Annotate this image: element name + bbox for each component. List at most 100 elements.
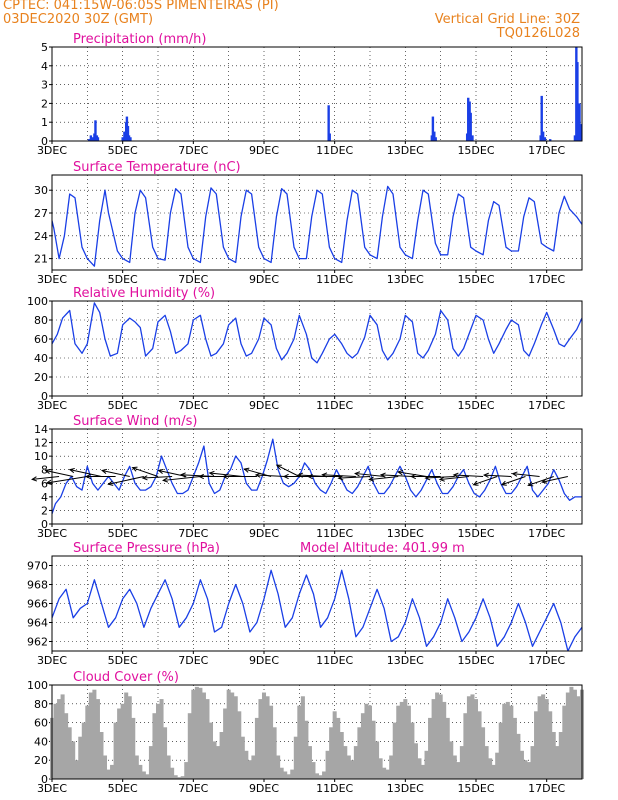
cloud-bar (279, 767, 284, 779)
temperature-xtick-label: 3DEC (37, 273, 67, 286)
cloud-bar (410, 722, 415, 779)
wind-vector-head (438, 476, 445, 482)
cloud-plot-area (52, 685, 582, 779)
cloud-bar (428, 717, 433, 779)
cloud-bar (138, 764, 143, 779)
temperature-xtick-label: 13DEC (387, 273, 424, 286)
cloud-bar (208, 722, 214, 779)
cloud-bar (343, 746, 348, 779)
precipitation-bar (580, 133, 583, 141)
cloud-bar (311, 762, 316, 779)
humidity-ytick-label: 80 (34, 314, 48, 327)
cloud-bar (526, 762, 532, 779)
wind-vector-head (321, 472, 328, 478)
cloud-bar (473, 699, 479, 779)
precipitation-bar (96, 137, 100, 141)
pressure-xtick-label: 11DEC (316, 654, 353, 667)
humidity-xtick-label: 7DEC (178, 399, 208, 412)
wind-vector (45, 469, 74, 477)
cloud-bar (148, 746, 153, 779)
cloud-bar (512, 717, 517, 779)
cloud-bar (442, 701, 447, 779)
pressure-series-line (52, 569, 582, 651)
temperature-ytick-label: 24 (34, 230, 48, 243)
temperature-ytick-label: 27 (34, 207, 48, 220)
cloud-title: Cloud Cover (%) (73, 670, 179, 685)
wind-vector (398, 471, 427, 477)
cloud-bar (382, 767, 387, 779)
cloud-bar (117, 708, 122, 779)
cloud-bar (378, 758, 383, 779)
wind-vector-head (368, 476, 375, 482)
humidity-ytick-label: 40 (34, 352, 48, 365)
precipitation-ytick-label: 0 (41, 135, 48, 148)
wind-vector (369, 476, 399, 481)
wind-vector-head (410, 473, 416, 480)
cloud-bar (555, 746, 560, 779)
wind-vector (163, 476, 201, 481)
cloud-bar (498, 722, 503, 779)
cloud-bar (269, 705, 274, 779)
wind-vector (142, 476, 173, 479)
wind-vector (484, 474, 512, 477)
wind-vector (473, 476, 498, 486)
cloud-bar (81, 722, 86, 779)
cloud-bar (452, 755, 457, 779)
cloud-bar (155, 703, 161, 779)
cloud-bar (481, 727, 486, 779)
cloud-bar (413, 743, 418, 779)
cloud-xtick-label: 13DEC (387, 782, 424, 795)
wind-vector (32, 476, 60, 480)
cloud-xtick-label: 11DEC (316, 782, 353, 795)
humidity-xtick-label: 9DEC (249, 399, 279, 412)
cloud-bar (293, 736, 298, 779)
precipitation-ytick-label: 3 (41, 79, 48, 92)
cloud-bar (463, 713, 468, 779)
wind-vector (380, 474, 413, 477)
cloud-bar (226, 689, 231, 779)
cloud-bar (572, 689, 577, 779)
precipitation-bar (87, 139, 91, 141)
cloud-bar (322, 771, 327, 779)
wind-vector-head (297, 472, 304, 478)
wind-vector (528, 476, 554, 486)
wind-frame (51, 428, 583, 525)
wind-vector-head (44, 468, 51, 474)
cloud-bar (159, 699, 164, 779)
cloud-bar (424, 750, 429, 779)
cloud-ytick-label: 20 (34, 754, 48, 767)
precipitation-bar (328, 133, 331, 141)
humidity-series-line (52, 302, 582, 364)
precipitation-bar (576, 62, 579, 141)
cloud-bar (505, 701, 510, 779)
precipitation-bar (579, 124, 582, 141)
wind-vector-head (222, 473, 229, 480)
cloud-bar (223, 708, 228, 779)
wind-vector (439, 476, 469, 481)
cloud-ytick-label: 0 (41, 773, 48, 786)
cloud-bar (201, 692, 206, 779)
source-line: CPTEC: 041:15W-06:05S PIMENTEIRAS (PI) (3, 0, 279, 13)
temperature-ytick-label: 21 (34, 253, 48, 266)
cloud-bar (314, 773, 320, 779)
cloud-bar (558, 732, 563, 779)
wind-vector-head (275, 464, 282, 470)
cloud-bar (95, 699, 100, 779)
cloud-bar (417, 758, 422, 779)
cloud-frame (51, 684, 583, 780)
precipitation-bar (540, 95, 543, 141)
wind-vector (276, 464, 300, 477)
humidity-xtick-label: 5DEC (108, 399, 138, 412)
precipitation-bar (573, 135, 577, 141)
cloud-bar (495, 752, 500, 779)
precipitation-bar (433, 131, 436, 141)
wind-vector-head (354, 471, 361, 477)
wind-vector-head (379, 472, 386, 478)
cloud-bar (173, 775, 178, 779)
wind-xtick-label: 9DEC (249, 527, 279, 540)
cloud-bar (198, 687, 203, 779)
cloud-bar (276, 755, 281, 779)
cloud-bar (537, 696, 542, 779)
precipitation-bar (431, 116, 435, 141)
